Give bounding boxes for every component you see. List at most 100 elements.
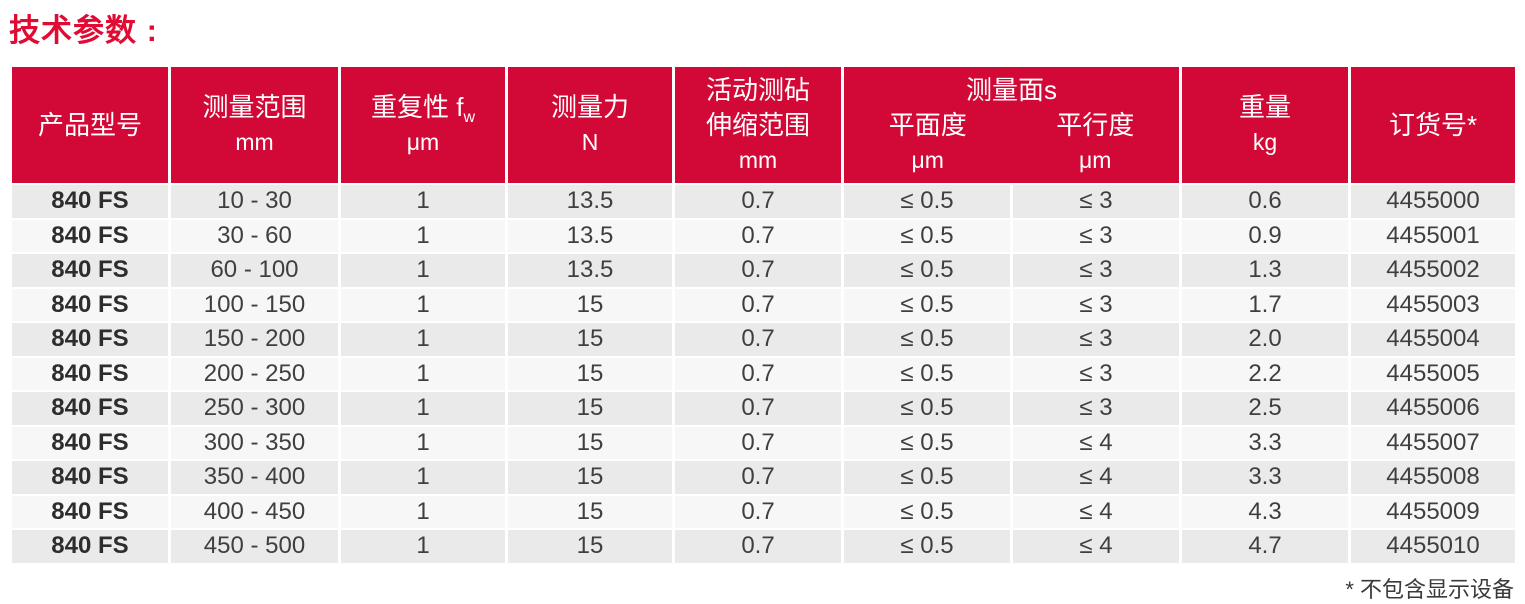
table-cell: 350 - 400 [171, 461, 338, 494]
table-cell: ≤ 3 [1013, 219, 1179, 252]
table-cell: 150 - 200 [171, 323, 338, 356]
table-cell: ≤ 0.5 [844, 254, 1010, 287]
table-cell: 15 [508, 357, 672, 390]
table-cell: 4455006 [1351, 392, 1515, 425]
header-product-model: 产品型号 [12, 67, 168, 183]
header-measuring-force: 测量力 N [508, 67, 672, 183]
table-cell: 840 FS [12, 426, 168, 459]
table-cell: 15 [508, 495, 672, 528]
header-label: 重量 [1238, 92, 1291, 122]
table-cell: ≤ 4 [1013, 495, 1179, 528]
table-cell: 4455003 [1351, 288, 1515, 321]
table-cell: 840 FS [12, 254, 168, 287]
table-cell: 3.3 [1182, 461, 1348, 494]
table-cell: 13.5 [508, 219, 672, 252]
table-cell: 4.3 [1182, 495, 1348, 528]
table-cell: 2.5 [1182, 392, 1348, 425]
table-cell: 4455000 [1351, 185, 1515, 218]
table-cell: 15 [508, 461, 672, 494]
table-cell: 0.7 [675, 323, 841, 356]
header-flatness-unit: μm [911, 146, 944, 173]
table-cell: 4455001 [1351, 219, 1515, 252]
table-cell: ≤ 0.5 [844, 357, 1010, 390]
table-cell: 4455002 [1351, 254, 1515, 287]
table-cell: 15 [508, 426, 672, 459]
subscript-w: w [463, 109, 475, 127]
table-cell: 840 FS [12, 323, 168, 356]
table-cell: ≤ 4 [1013, 530, 1179, 563]
table-cell: 0.7 [675, 495, 841, 528]
table-cell: 300 - 350 [171, 426, 338, 459]
table-cell: 10 - 30 [171, 185, 338, 218]
table-cell: 2.0 [1182, 323, 1348, 356]
table-cell: 15 [508, 530, 672, 563]
table-cell: ≤ 0.5 [844, 495, 1010, 528]
header-measuring-range: 测量范围 mm [171, 67, 338, 183]
table-cell: 0.7 [675, 426, 841, 459]
table-cell: 60 - 100 [171, 254, 338, 287]
table-cell: 1 [341, 219, 505, 252]
table-cell: 840 FS [12, 495, 168, 528]
table-cell: 4.7 [1182, 530, 1348, 563]
table-cell: 400 - 450 [171, 495, 338, 528]
table-cell: 1 [341, 254, 505, 287]
header-unit: kg [1252, 129, 1278, 155]
spec-table: 产品型号 测量范围 mm 重复性 fw μm 测量力 N 活动测砧 伸缩范围 m… [12, 67, 1515, 563]
table-cell: ≤ 3 [1013, 185, 1179, 218]
header-parallelism-unit: μm [1079, 146, 1112, 173]
table-cell: 1 [341, 323, 505, 356]
table-cell: 450 - 500 [171, 530, 338, 563]
table-cell: 840 FS [12, 357, 168, 390]
table-cell: ≤ 0.5 [844, 185, 1010, 218]
table-cell: 0.6 [1182, 185, 1348, 218]
table-cell: ≤ 0.5 [844, 219, 1010, 252]
table-cell: 1 [341, 461, 505, 494]
table-cell: 1 [341, 392, 505, 425]
table-cell: 4455004 [1351, 323, 1515, 356]
table-cell: 0.9 [1182, 219, 1348, 252]
table-cell: 1 [341, 530, 505, 563]
header-parallelism-label: 平行度 [1056, 109, 1135, 140]
table-cell: 30 - 60 [171, 219, 338, 252]
header-unit: N [581, 129, 599, 155]
table-cell: ≤ 0.5 [844, 323, 1010, 356]
table-cell: 13.5 [508, 185, 672, 218]
table-cell: 250 - 300 [171, 392, 338, 425]
table-cell: 0.7 [675, 357, 841, 390]
header-label: 活动测砧 [705, 74, 810, 105]
header-group-sublabels: 平面度 平行度 [844, 108, 1179, 143]
table-cell: ≤ 3 [1013, 288, 1179, 321]
header-label: 产品型号 [37, 109, 142, 140]
table-cell: 1 [341, 426, 505, 459]
table-cell: 4455010 [1351, 530, 1515, 563]
table-cell: 0.7 [675, 530, 841, 563]
table-cell: 840 FS [12, 185, 168, 218]
header-unit: mm [738, 146, 778, 173]
table-cell: 1 [341, 495, 505, 528]
page-title: 技术参数 : [9, 13, 158, 48]
header-weight: 重量 kg [1182, 67, 1348, 183]
table-cell: ≤ 4 [1013, 426, 1179, 459]
table-cell: ≤ 3 [1013, 254, 1179, 287]
table-cell: ≤ 0.5 [844, 392, 1010, 425]
table-cell: 4455005 [1351, 357, 1515, 390]
header-label: 测量范围 [202, 92, 307, 122]
table-cell: ≤ 3 [1013, 392, 1179, 425]
header-label: 伸缩范围 [705, 109, 810, 140]
table-cell: 15 [508, 288, 672, 321]
header-flatness-label: 平面度 [888, 109, 967, 140]
header-order-number: 订货号* [1351, 67, 1515, 183]
table-cell: 1 [341, 357, 505, 390]
table-cell: 200 - 250 [171, 357, 338, 390]
table-cell: ≤ 0.5 [844, 530, 1010, 563]
table-cell: 1.3 [1182, 254, 1348, 287]
table-cell: ≤ 0.5 [844, 426, 1010, 459]
header-group-label: 测量面s [965, 74, 1057, 105]
table-cell: 3.3 [1182, 426, 1348, 459]
table-cell: 0.7 [675, 185, 841, 218]
header-label: 订货号* [1388, 109, 1478, 140]
table-cell: 100 - 150 [171, 288, 338, 321]
table-cell: 840 FS [12, 461, 168, 494]
table-cell: ≤ 3 [1013, 323, 1179, 356]
